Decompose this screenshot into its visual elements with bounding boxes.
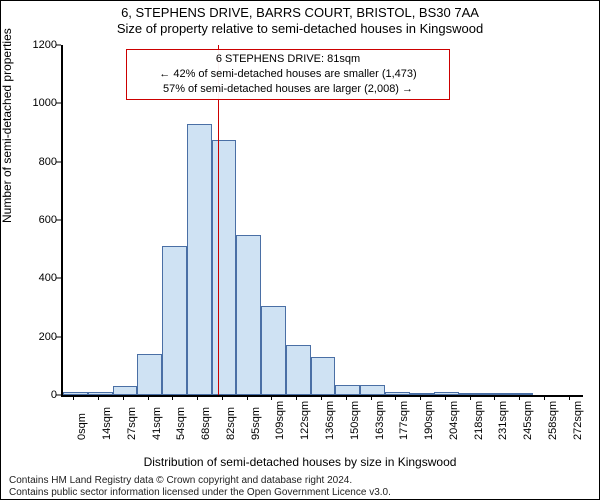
- x-tick-mark: [148, 395, 149, 400]
- x-tick-mark: [569, 395, 570, 400]
- x-tick-mark: [321, 395, 322, 400]
- x-tick-mark: [346, 395, 347, 400]
- histogram-bar: [484, 393, 509, 395]
- y-tick-label: 200: [31, 331, 57, 343]
- x-tick-label: 190sqm: [423, 401, 435, 440]
- histogram-bar: [459, 393, 484, 395]
- y-tick-mark: [56, 336, 61, 337]
- x-tick-label: 27sqm: [126, 407, 138, 440]
- y-axis-label: Number of semi-detached properties: [0, 28, 14, 223]
- x-tick-label: 177sqm: [398, 401, 410, 440]
- histogram-bar: [434, 392, 459, 395]
- y-tick-mark: [56, 220, 61, 221]
- histogram-bar: [509, 393, 534, 395]
- x-tick-mark: [98, 395, 99, 400]
- x-tick-label: 0sqm: [76, 413, 88, 440]
- histogram-bar: [236, 235, 261, 395]
- y-tick-mark: [56, 395, 61, 396]
- footnote-line-1: Contains HM Land Registry data © Crown c…: [9, 475, 577, 487]
- histogram-bar: [360, 385, 385, 395]
- x-tick-mark: [420, 395, 421, 400]
- x-tick-mark: [247, 395, 248, 400]
- histogram-bar: [212, 140, 237, 395]
- x-tick-label: 122sqm: [299, 401, 311, 440]
- y-tick-label: 1000: [31, 97, 57, 109]
- y-tick-label: 1200: [31, 39, 57, 51]
- x-tick-label: 14sqm: [101, 407, 113, 440]
- x-tick-label: 231sqm: [497, 401, 509, 440]
- x-tick-label: 204sqm: [448, 401, 460, 440]
- x-axis-label: Distribution of semi-detached houses by …: [1, 455, 599, 469]
- histogram-bar: [113, 386, 138, 395]
- histogram-bar: [335, 385, 360, 395]
- histogram-bar: [187, 124, 212, 395]
- chart-title-1: 6, STEPHENS DRIVE, BARRS COURT, BRISTOL,…: [1, 5, 599, 20]
- footnote-line-2: Contains public sector information licen…: [9, 487, 577, 499]
- chart-title-2: Size of property relative to semi-detach…: [1, 21, 599, 36]
- x-tick-mark: [296, 395, 297, 400]
- y-tick-mark: [56, 161, 61, 162]
- x-tick-mark: [395, 395, 396, 400]
- x-tick-mark: [271, 395, 272, 400]
- x-tick-mark: [123, 395, 124, 400]
- x-tick-mark: [544, 395, 545, 400]
- x-tick-label: 218sqm: [473, 401, 485, 440]
- x-tick-label: 109sqm: [274, 401, 286, 440]
- histogram-bar: [137, 354, 162, 395]
- x-tick-mark: [519, 395, 520, 400]
- y-tick-mark: [56, 278, 61, 279]
- reference-annotation: 6 STEPHENS DRIVE: 81sqm ← 42% of semi-de…: [126, 49, 450, 100]
- annotation-line-3: 57% of semi-detached houses are larger (…: [133, 82, 443, 97]
- x-tick-label: 272sqm: [572, 401, 584, 440]
- x-tick-mark: [371, 395, 372, 400]
- x-tick-label: 150sqm: [349, 401, 361, 440]
- x-tick-label: 245sqm: [522, 401, 534, 440]
- y-tick-label: 0: [31, 389, 57, 401]
- annotation-line-1: 6 STEPHENS DRIVE: 81sqm: [133, 52, 443, 67]
- histogram-bar: [63, 392, 88, 395]
- y-tick-label: 800: [31, 156, 57, 168]
- y-tick-mark: [56, 103, 61, 104]
- footnote: Contains HM Land Registry data © Crown c…: [9, 475, 577, 499]
- x-tick-mark: [197, 395, 198, 400]
- x-tick-mark: [494, 395, 495, 400]
- x-tick-label: 68sqm: [200, 407, 212, 440]
- x-tick-mark: [222, 395, 223, 400]
- histogram-bar: [162, 246, 187, 395]
- histogram-bar: [410, 393, 435, 395]
- x-tick-label: 95sqm: [250, 407, 262, 440]
- histogram-bar: [311, 357, 336, 395]
- annotation-line-2: ← 42% of semi-detached houses are smalle…: [133, 67, 443, 82]
- chart-container: 6, STEPHENS DRIVE, BARRS COURT, BRISTOL,…: [0, 0, 600, 500]
- x-tick-mark: [172, 395, 173, 400]
- histogram-bar: [261, 306, 286, 395]
- histogram-bar: [286, 345, 311, 395]
- histogram-bar: [385, 392, 410, 395]
- x-tick-label: 163sqm: [374, 401, 386, 440]
- y-tick-label: 600: [31, 214, 57, 226]
- x-tick-mark: [73, 395, 74, 400]
- x-tick-label: 258sqm: [547, 401, 559, 440]
- y-tick-label: 400: [31, 272, 57, 284]
- y-tick-mark: [56, 45, 61, 46]
- x-tick-mark: [470, 395, 471, 400]
- x-tick-mark: [445, 395, 446, 400]
- x-tick-label: 54sqm: [175, 407, 187, 440]
- x-tick-label: 41sqm: [151, 407, 163, 440]
- x-tick-label: 136sqm: [324, 401, 336, 440]
- histogram-bar: [88, 392, 113, 395]
- x-tick-label: 82sqm: [225, 407, 237, 440]
